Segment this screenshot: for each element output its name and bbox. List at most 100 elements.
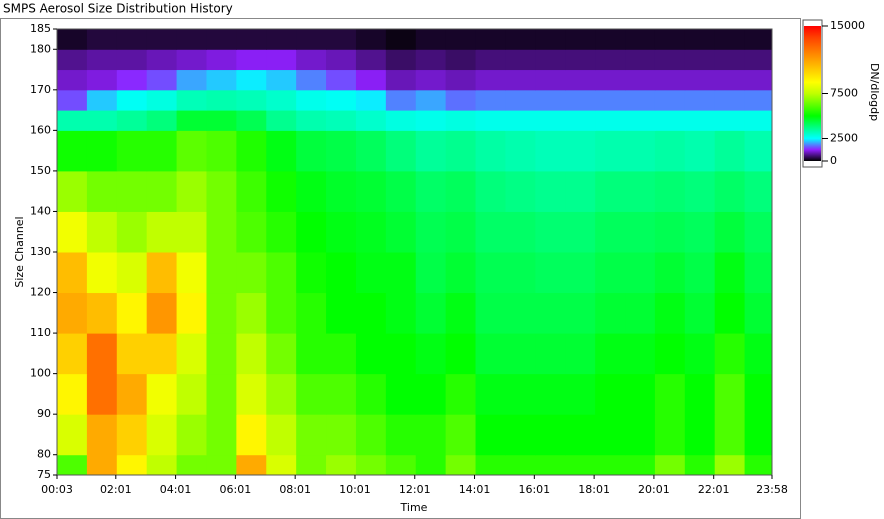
heatmap-cell [57, 49, 88, 71]
heatmap-cell [595, 49, 626, 71]
heatmap-cell [415, 130, 447, 172]
heatmap-cell [475, 49, 506, 71]
heatmap-cell [505, 414, 536, 456]
heatmap-cell [744, 333, 773, 375]
heatmap-cell [714, 110, 746, 131]
heatmap-cell [385, 110, 417, 131]
heatmap-cell [146, 110, 178, 131]
heatmap-cell [266, 49, 297, 71]
heatmap-cell [116, 170, 148, 212]
heatmap-cell [326, 414, 357, 456]
heatmap-cell [684, 110, 716, 131]
heatmap-cell [475, 373, 506, 415]
heatmap-cell [535, 252, 566, 294]
heatmap-cell [236, 29, 267, 50]
heatmap-cell [266, 454, 297, 476]
heatmap-cell [445, 89, 477, 111]
heatmap-cell [355, 373, 387, 415]
x-tick-label: 20:01 [638, 483, 670, 496]
heatmap-cell [475, 89, 506, 111]
heatmap-cell [654, 89, 686, 111]
heatmap-cell [625, 89, 656, 111]
heatmap-cell [176, 252, 207, 294]
y-tick-label: 150 [30, 164, 51, 177]
heatmap-cell [714, 211, 746, 253]
heatmap-cell [116, 110, 148, 131]
heatmap-cell [236, 69, 267, 91]
heatmap-cell [116, 252, 148, 294]
heatmap-cell [385, 292, 417, 334]
heatmap-cell [355, 252, 387, 294]
heatmap-cell [744, 69, 773, 91]
heatmap-cell [445, 29, 477, 50]
heatmap-cell [475, 333, 506, 375]
heatmap-cell [565, 373, 596, 415]
heatmap-cell [684, 373, 716, 415]
heatmap-cell [385, 211, 417, 253]
heatmap-cell [146, 170, 178, 212]
heatmap-cell [505, 110, 536, 131]
heatmap-cell [266, 211, 297, 253]
heatmap-cell [684, 29, 716, 50]
heatmap-cell [146, 292, 178, 334]
heatmap-cell [714, 29, 746, 50]
heatmap-cell [654, 333, 686, 375]
heatmap-cell [176, 292, 207, 334]
heatmap-cell [296, 373, 327, 415]
heatmap-cell [236, 110, 267, 131]
heatmap-cell [296, 333, 327, 375]
heatmap-cell [116, 292, 148, 334]
heatmap-cell [505, 170, 536, 212]
heatmap-cell [385, 454, 417, 476]
heatmap-cell [206, 29, 237, 50]
heatmap-cell [654, 130, 686, 172]
heatmap-cell [86, 130, 118, 172]
heatmap-cell [625, 69, 656, 91]
heatmap-cell [625, 49, 656, 71]
heatmap-cell [296, 29, 327, 50]
x-tick-label: 04:01 [160, 483, 192, 496]
heatmap-cell [86, 170, 118, 212]
heatmap-cell [684, 130, 716, 172]
heatmap-cell [146, 373, 178, 415]
heatmap-cell [565, 110, 596, 131]
heatmap-cell [206, 89, 237, 111]
heatmap-cell [654, 110, 686, 131]
heatmap-cell [654, 29, 686, 50]
heatmap-cell [266, 373, 297, 415]
heatmap-cell [116, 333, 148, 375]
heatmap-cell [176, 333, 207, 375]
heatmap-cell [236, 414, 267, 456]
heatmap-cell [176, 170, 207, 212]
heatmap-cell [57, 69, 88, 91]
heatmap-cell [355, 170, 387, 212]
heatmap-cell [535, 373, 566, 415]
heatmap-cell [326, 292, 357, 334]
heatmap-cell [176, 49, 207, 71]
x-tick-label: 23:58 [756, 483, 788, 496]
heatmap-cell [236, 49, 267, 71]
heatmap-cell [714, 170, 746, 212]
heatmap-cell [146, 333, 178, 375]
heatmap-cell [326, 89, 357, 111]
heatmap-cell [445, 130, 477, 172]
heatmap-cell [415, 373, 447, 415]
heatmap-cell [146, 89, 178, 111]
heatmap-cell [146, 211, 178, 253]
heatmap-cell [714, 49, 746, 71]
heatmap-cell [355, 29, 387, 50]
x-tick-label: 14:01 [459, 483, 491, 496]
heatmap-cell [565, 414, 596, 456]
heatmap-cell [86, 454, 118, 476]
heatmap-cell [445, 292, 477, 334]
heatmap-cell [744, 49, 773, 71]
heatmap-cell [595, 454, 626, 476]
heatmap-cell [654, 373, 686, 415]
heatmap-cell [415, 333, 447, 375]
heatmap-cell [296, 211, 327, 253]
heatmap-cell [415, 89, 447, 111]
heatmap-cell [684, 89, 716, 111]
heatmap-cell [266, 170, 297, 212]
heatmap-cell [595, 170, 626, 212]
